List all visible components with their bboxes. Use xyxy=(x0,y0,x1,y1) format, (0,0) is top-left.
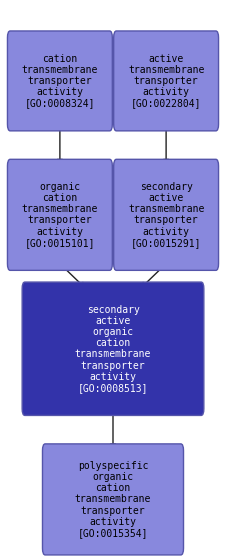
FancyBboxPatch shape xyxy=(113,160,218,271)
FancyBboxPatch shape xyxy=(42,444,183,555)
Text: cation
transmembrane
transporter
activity
[GO:0008324]: cation transmembrane transporter activit… xyxy=(22,54,98,108)
FancyBboxPatch shape xyxy=(7,160,112,271)
FancyBboxPatch shape xyxy=(113,31,218,131)
Text: secondary
active
transmembrane
transporter
activity
[GO:0015291]: secondary active transmembrane transport… xyxy=(127,182,203,248)
Text: polyspecific
organic
cation
transmembrane
transporter
activity
[GO:0015354]: polyspecific organic cation transmembran… xyxy=(74,461,151,538)
FancyBboxPatch shape xyxy=(22,282,203,415)
Text: organic
cation
transmembrane
transporter
activity
[GO:0015101]: organic cation transmembrane transporter… xyxy=(22,182,98,248)
Text: active
transmembrane
transporter
activity
[GO:0022804]: active transmembrane transporter activit… xyxy=(127,54,203,108)
FancyBboxPatch shape xyxy=(7,31,112,131)
Text: secondary
active
organic
cation
transmembrane
transporter
activity
[GO:0008513]: secondary active organic cation transmem… xyxy=(74,305,151,393)
